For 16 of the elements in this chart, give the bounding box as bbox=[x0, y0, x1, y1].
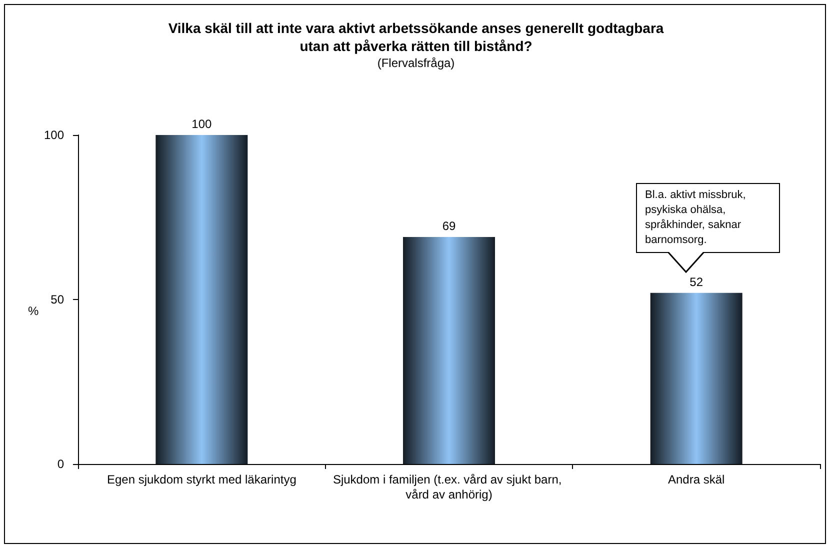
y-tick-label: 50 bbox=[50, 292, 64, 306]
annotation: Bl.a. aktivt missbruk, psykiska ohälsa, språkhinder, saknar barnomsorg. bbox=[636, 183, 780, 253]
data-label: 52 bbox=[690, 274, 704, 289]
x-tick-label: Egen sjukdom styrkt med läkarintyg bbox=[106, 472, 296, 486]
x-tick-label: Sjukdom i familjen (t.ex. vård av sjukt barn, vård av anhörig) bbox=[332, 472, 566, 502]
bar bbox=[403, 236, 495, 464]
chart-subtitle: (Flervalsfråga) bbox=[377, 56, 455, 70]
data-label: 69 bbox=[442, 218, 456, 233]
bar bbox=[650, 292, 742, 464]
bar bbox=[156, 135, 248, 464]
y-tick-label: 0 bbox=[57, 457, 64, 471]
x-tick-label: Andra skäl bbox=[668, 472, 725, 486]
y-axis-title: % bbox=[28, 304, 39, 318]
data-label: 100 bbox=[192, 117, 212, 131]
y-tick-label: 100 bbox=[44, 128, 64, 142]
chart-title: Vilka skäl till att inte vara aktivt arbetssökande anses generellt godtagbara utan att påverka rätten till bistånd? bbox=[168, 20, 664, 54]
